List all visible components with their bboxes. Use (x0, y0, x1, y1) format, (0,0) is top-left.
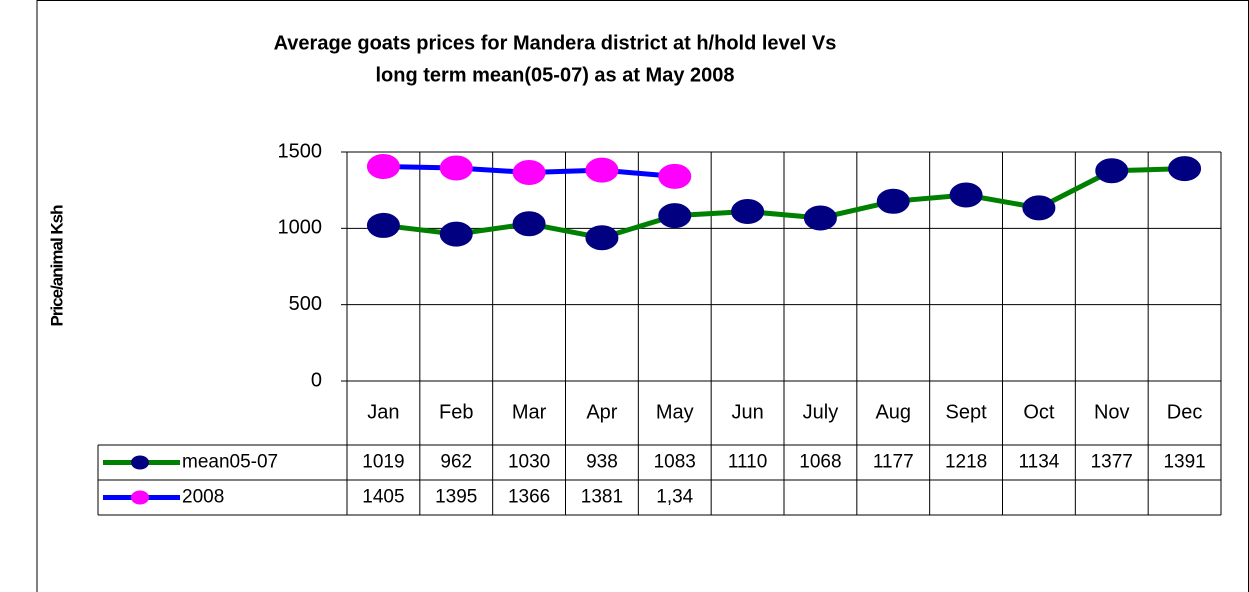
x-tick-label: Aug (875, 401, 911, 423)
y-tick-label: 1500 (278, 140, 323, 162)
x-tick-label: Sept (946, 401, 988, 423)
point (731, 199, 765, 225)
point (439, 155, 473, 181)
table-value: 1366 (508, 487, 550, 508)
point (1022, 195, 1056, 221)
table-value: 1,34 (656, 487, 693, 508)
x-tick-label: Feb (439, 401, 473, 423)
x-tick-label: Dec (1167, 401, 1203, 423)
table-value: 1381 (581, 487, 623, 508)
table-value: 1377 (1091, 452, 1133, 473)
x-tick-label: Apr (586, 401, 617, 423)
table-value: 1068 (799, 452, 841, 473)
legend-marker (131, 455, 149, 470)
chart-title: Average goats prices for Mandera distric… (274, 32, 837, 54)
point (1095, 158, 1129, 184)
point (585, 225, 619, 251)
x-tick-label: May (656, 401, 694, 423)
table-value: 1391 (1163, 452, 1205, 473)
legend-marker (131, 490, 149, 505)
y-tick-label: 500 (289, 293, 322, 315)
table-value: 1177 (873, 452, 914, 473)
legend-label: mean05-07 (182, 452, 278, 473)
x-tick-label: Mar (512, 401, 547, 423)
table-value: 1019 (362, 452, 404, 473)
point (585, 157, 619, 183)
y-tick-label: 0 (311, 369, 322, 391)
x-tick-label: July (803, 401, 839, 423)
table-value: 1083 (654, 452, 696, 473)
y-tick-label: 1000 (278, 217, 323, 239)
chart-title: long term mean(05-07) as at May 2008 (375, 64, 734, 86)
table-value: 938 (586, 452, 618, 473)
table-value: 1405 (362, 487, 404, 508)
table-value: 1110 (728, 452, 767, 473)
point (366, 212, 400, 238)
y-axis-label: Price/animal Ksh (47, 205, 66, 327)
point (949, 182, 983, 208)
point (512, 211, 546, 237)
legend-label: 2008 (182, 487, 224, 508)
point (658, 203, 692, 229)
table-value: 1218 (945, 452, 987, 473)
x-tick-label: Jan (367, 401, 399, 423)
x-tick-label: Nov (1094, 401, 1130, 423)
table-value: 1395 (435, 487, 477, 508)
table-value: 962 (440, 452, 472, 473)
point (439, 221, 473, 247)
x-tick-label: Jun (731, 401, 763, 423)
point (512, 159, 546, 185)
point (366, 154, 400, 180)
x-tick-label: Oct (1023, 401, 1055, 423)
point (658, 163, 692, 189)
table-value: 1134 (1018, 452, 1059, 473)
point (803, 205, 837, 231)
point (1168, 156, 1202, 182)
point (876, 188, 910, 214)
table-value: 1030 (508, 452, 550, 473)
